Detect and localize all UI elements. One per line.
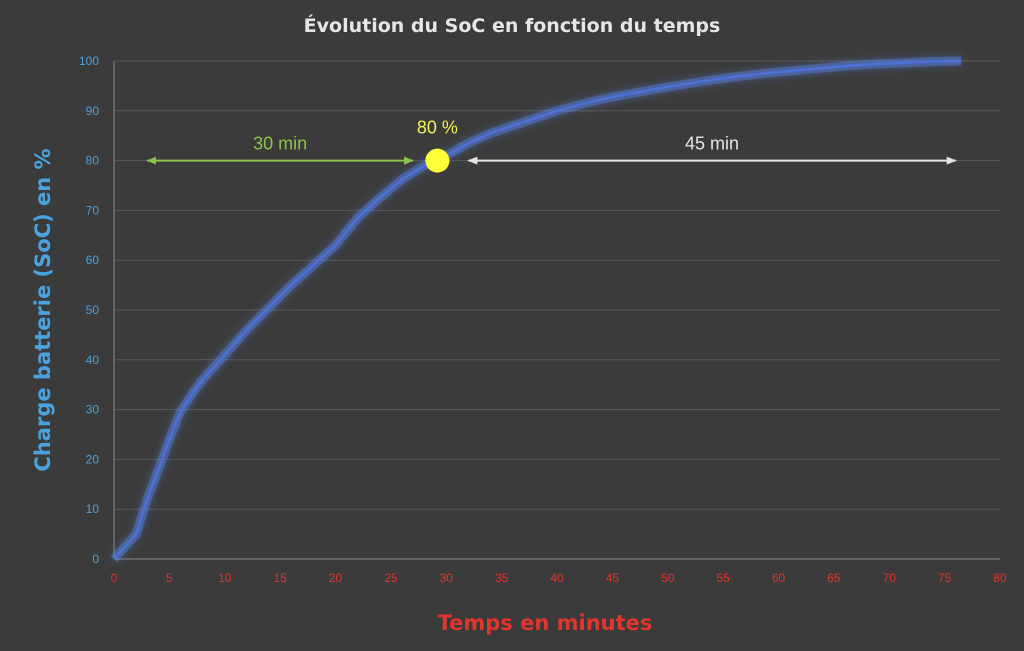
- y-tick-label: 50: [86, 303, 100, 317]
- x-tick-label: 65: [827, 571, 841, 585]
- x-tick-label: 10: [218, 571, 232, 585]
- x-tick-label: 30: [440, 571, 454, 585]
- y-tick-label: 40: [86, 353, 100, 367]
- x-tick-label: 45: [606, 571, 620, 585]
- annotation-30-min: 30 min: [253, 134, 307, 154]
- x-tick-label: 75: [938, 571, 952, 585]
- x-tick-label: 55: [716, 571, 730, 585]
- y-tick-label: 10: [86, 502, 100, 516]
- y-tick-label: 100: [79, 54, 99, 68]
- x-tick-label: 35: [495, 571, 509, 585]
- x-tick-label: 25: [384, 571, 398, 585]
- x-tick-label: 60: [772, 571, 786, 585]
- y-tick-labels: 0 10 20 30 40 50 60 70 80 90 100: [79, 54, 99, 566]
- y-tick-label: 20: [86, 452, 100, 466]
- x-tick-label: 80: [993, 571, 1007, 585]
- y-axis-label: Charge batterie (SoC) en %: [31, 148, 55, 471]
- y-tick-label: 60: [86, 253, 100, 267]
- grid-lines: [114, 60, 1000, 510]
- x-tick-label: 5: [166, 571, 173, 585]
- x-tick-label: 0: [111, 571, 118, 585]
- y-tick-label: 80: [86, 154, 100, 168]
- x-axis-label: Temps en minutes: [438, 611, 653, 635]
- marker-label-80-percent: 80 %: [417, 118, 458, 138]
- chart-title: Évolution du SoC en fonction du temps: [304, 14, 721, 37]
- soc-series-line: [113, 59, 962, 560]
- y-tick-label: 0: [92, 552, 99, 566]
- x-tick-label: 20: [329, 571, 343, 585]
- annotation-45-min: 45 min: [685, 134, 739, 154]
- x-tick-label: 40: [550, 571, 564, 585]
- x-tick-label: 50: [661, 571, 675, 585]
- x-tick-label: 70: [883, 571, 897, 585]
- x-tick-labels: 0 5 10 15 20 25 30 35 40 45 50 55 60 65 70 75 80: [111, 571, 1007, 585]
- y-tick-label: 30: [86, 403, 100, 417]
- marker-80-percent: [425, 148, 450, 173]
- y-tick-label: 90: [86, 104, 100, 118]
- y-tick-label: 70: [86, 203, 100, 217]
- x-tick-label: 15: [273, 571, 287, 585]
